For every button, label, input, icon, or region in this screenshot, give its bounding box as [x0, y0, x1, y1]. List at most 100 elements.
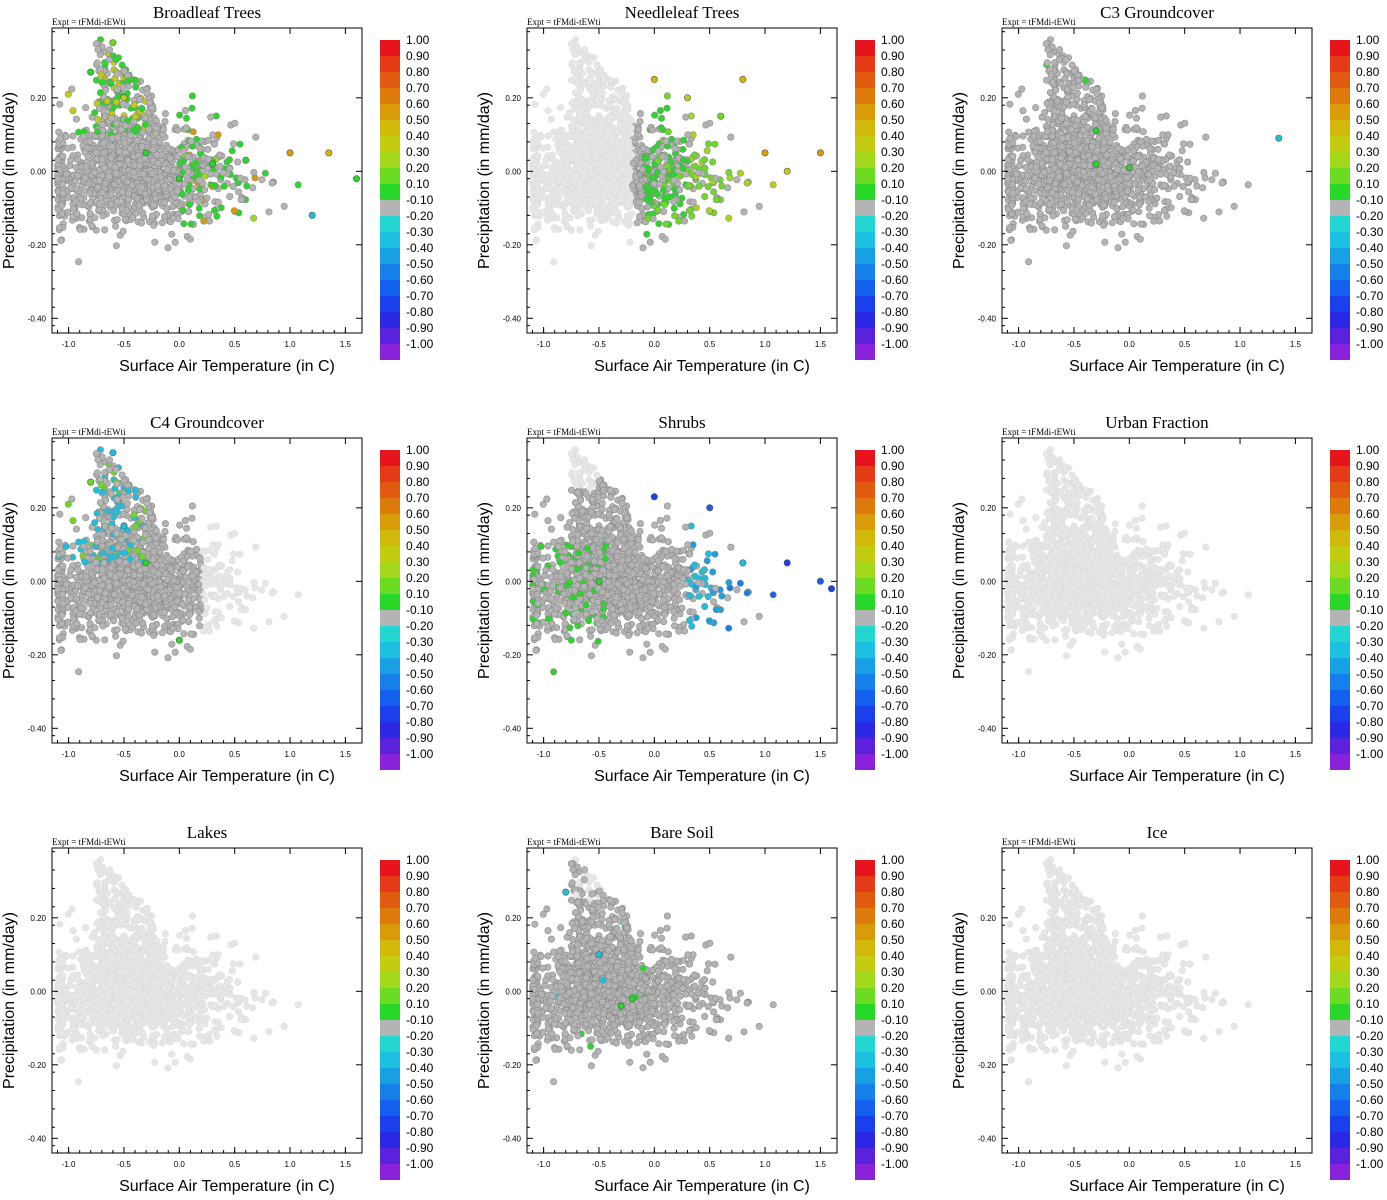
scatter-point: [1045, 200, 1053, 208]
scatter-point: [1056, 46, 1064, 54]
panel-title: C3 Groundcover: [1100, 3, 1214, 22]
scatter-point: [571, 176, 579, 184]
scatter-point: [590, 148, 598, 156]
y-tick-label: 0.20: [980, 94, 996, 103]
scatter-points: [1004, 36, 1283, 266]
scatter-point: [1178, 147, 1186, 155]
scatter-point: [1208, 176, 1216, 184]
scatter-point: [740, 208, 748, 216]
scatter-point: [67, 184, 75, 192]
scatter-point: [575, 149, 583, 157]
scatter-point: [118, 61, 126, 69]
colorbar-label: 0.90: [406, 49, 430, 63]
colorbar-swatch: [1330, 264, 1350, 280]
scatter-point: [207, 113, 215, 121]
scatter-point: [1052, 180, 1060, 188]
scatter-point: [1121, 193, 1129, 201]
scatter-point: [189, 128, 197, 136]
scatter-point: [660, 201, 668, 209]
scatter-point: [229, 183, 237, 191]
colorbar-swatch: [855, 312, 875, 328]
scatter-point: [626, 194, 634, 202]
scatter-point: [569, 46, 577, 54]
scatter-point: [175, 175, 183, 183]
scatter-point: [582, 200, 590, 208]
scatter-point: [1076, 145, 1084, 153]
scatter-point: [655, 220, 663, 228]
scatter-point: [108, 134, 116, 142]
colorbar: 1.000.900.800.700.600.500.400.300.200.10…: [1330, 33, 1384, 360]
scatter-point: [1154, 156, 1162, 164]
scatter-point: [561, 199, 569, 207]
scatter-point: [1119, 214, 1127, 222]
scatter-point: [1166, 151, 1174, 159]
scatter-point: [151, 238, 159, 246]
colorbar-label: -0.60: [406, 273, 434, 287]
scatter-point: [1043, 76, 1051, 84]
scatter-point: [161, 198, 169, 206]
scatter-point: [659, 153, 667, 161]
scatter-point: [1124, 153, 1132, 161]
x-tick-label: -1.0: [62, 340, 76, 349]
scatter-point: [588, 85, 596, 93]
scatter-point: [130, 101, 138, 109]
scatter-point: [1055, 173, 1063, 181]
scatter-point: [1137, 137, 1145, 145]
scatter-point: [656, 180, 664, 188]
scatter-point: [161, 110, 169, 118]
scatter-point: [186, 193, 194, 201]
colorbar-label: -0.50: [881, 257, 909, 271]
scatter-point: [1057, 80, 1065, 88]
scatter-point: [113, 216, 121, 224]
x-tick-label: -0.5: [592, 340, 606, 349]
scatter-point: [75, 128, 83, 136]
colorbar-label: 0.30: [881, 145, 905, 159]
scatter-point: [133, 195, 141, 203]
scatter-point: [618, 90, 626, 98]
scatter-point: [542, 156, 550, 164]
colorbar-swatch: [380, 120, 400, 136]
scatter-point: [1135, 168, 1143, 176]
scatter-point: [629, 159, 637, 167]
scatter-point: [644, 214, 652, 222]
scatter-point: [1186, 140, 1194, 148]
scatter-point: [1057, 154, 1065, 162]
scatter-point: [1100, 201, 1108, 209]
colorbar-label: 0.20: [406, 161, 430, 175]
scatter-point: [69, 132, 77, 140]
scatter-point: [150, 201, 158, 209]
scatter-point: [57, 236, 65, 244]
scatter-point: [1107, 173, 1115, 181]
scatter-point: [1007, 236, 1015, 244]
scatter-point: [137, 219, 145, 227]
scatter-point: [684, 131, 692, 139]
scatter-point: [1080, 101, 1088, 109]
scatter-point: [1069, 227, 1077, 235]
scatter-point: [139, 170, 147, 178]
scatter-point: [112, 222, 120, 230]
scatter-point: [99, 212, 107, 220]
scatter-point: [616, 120, 624, 128]
scatter-point: [631, 138, 639, 146]
colorbar-swatch: [1330, 200, 1350, 216]
scatter-point: [711, 174, 719, 182]
scatter-point: [111, 180, 119, 188]
scatter-point: [613, 105, 621, 113]
scatter-point: [280, 202, 288, 210]
scatter-point: [529, 175, 537, 183]
scatter-point: [142, 190, 150, 198]
scatter-point: [107, 191, 115, 199]
scatter-point: [769, 181, 777, 189]
scatter-point: [639, 244, 647, 252]
scatter-point: [663, 162, 671, 170]
scatter-point: [185, 168, 193, 176]
scatter-point: [1032, 163, 1040, 171]
scatter-point: [717, 112, 725, 120]
scatter-point: [635, 213, 643, 221]
scatter-point: [1145, 204, 1153, 212]
scatter-point: [580, 173, 588, 181]
scatter-point: [143, 90, 151, 98]
scatter-point: [1081, 113, 1089, 121]
scatter-point: [1100, 221, 1108, 229]
scatter-point: [82, 163, 90, 171]
